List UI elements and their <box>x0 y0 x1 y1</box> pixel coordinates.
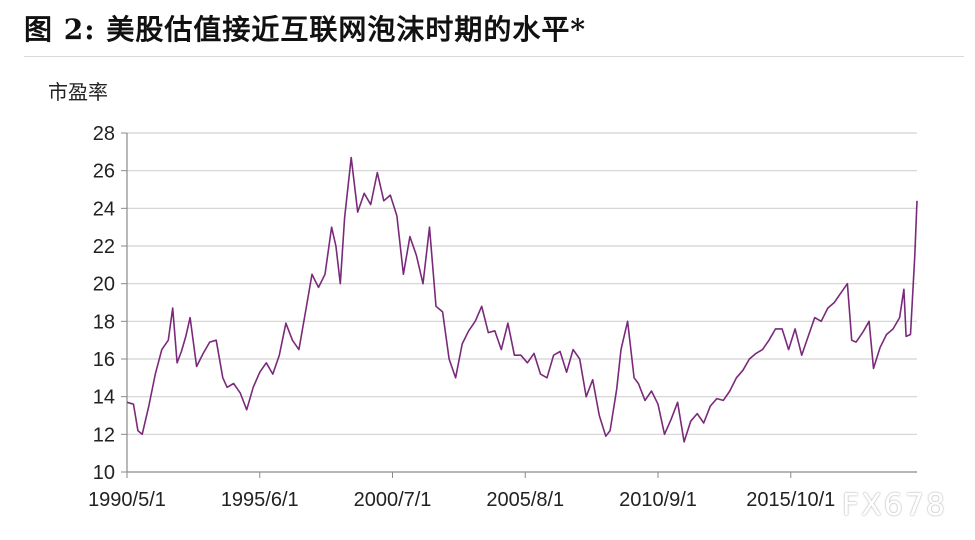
y-tick-label: 14 <box>93 387 115 409</box>
x-tick-label: 1990/5/1 <box>88 489 166 511</box>
series-line-pe <box>126 156 918 443</box>
y-tick-label: 10 <box>93 462 115 484</box>
x-tick-label: 2000/7/1 <box>354 489 432 511</box>
x-tick-label: 2015/10/1 <box>746 489 835 511</box>
y-tick-labels: 10 12 14 16 18 20 22 24 26 28 <box>93 123 115 484</box>
y-tick-label: 24 <box>93 198 115 220</box>
y-axis-label: 市盈率 <box>48 80 108 104</box>
y-tick-label: 28 <box>93 123 115 145</box>
y-tick-label: 16 <box>93 349 115 371</box>
gridlines <box>121 132 917 473</box>
y-tick-label: 22 <box>93 236 115 258</box>
watermark: FX678 <box>841 488 947 523</box>
x-tick-label: 2010/9/1 <box>619 489 697 511</box>
axes <box>126 133 917 473</box>
x-tick-label: 2005/8/1 <box>486 489 564 511</box>
chart-title: 图 2: 美股估值接近互联网泡沫时期的水平* <box>24 13 586 46</box>
title-divider <box>24 56 964 57</box>
y-tick-label: 18 <box>93 311 115 333</box>
y-tick-label: 12 <box>93 424 115 446</box>
x-tick-label: 1995/6/1 <box>221 489 299 511</box>
x-tick-labels: 1990/5/1 1995/6/1 2000/7/1 2005/8/1 2010/9/1… <box>88 472 835 511</box>
y-tick-label: 20 <box>93 274 115 296</box>
y-tick-label: 26 <box>93 161 115 183</box>
